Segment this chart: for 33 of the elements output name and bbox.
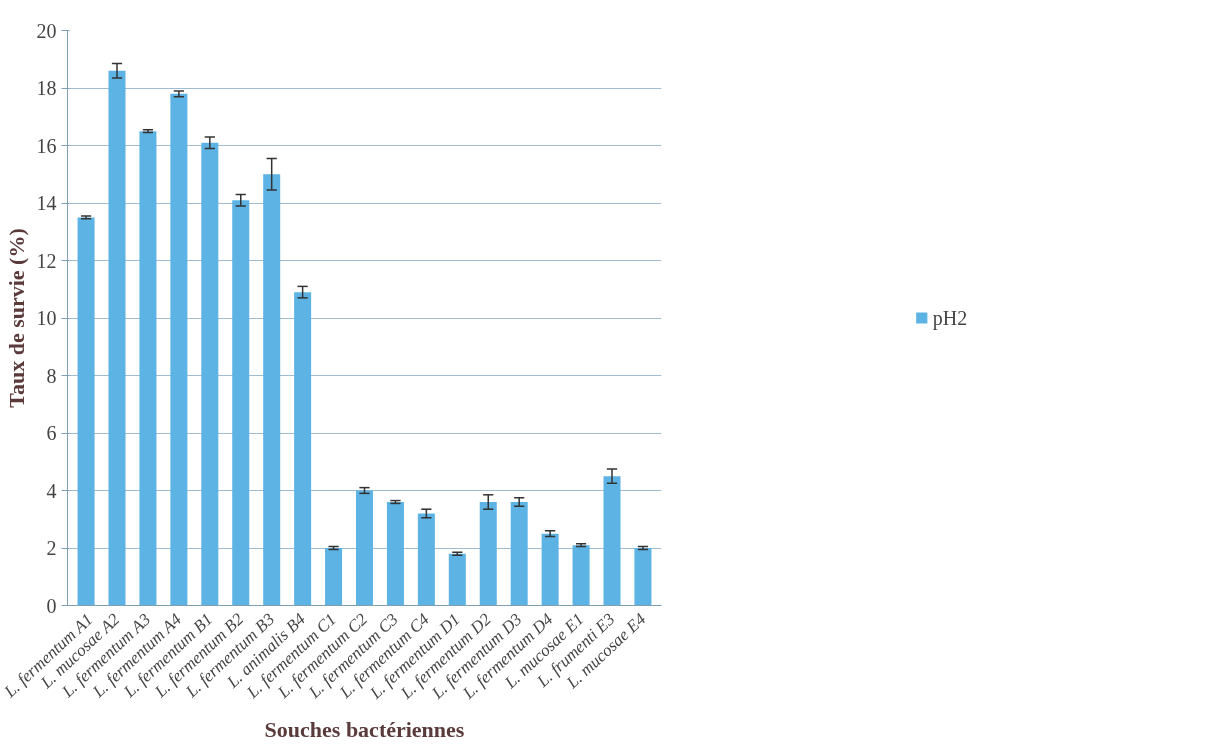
bar [448,553,466,606]
y-tick-label: 20 [36,19,57,42]
bar [263,174,281,606]
bar [139,131,157,606]
bar [572,545,590,606]
bar [634,548,652,606]
y-tick-label: 4 [46,479,57,502]
bar [294,292,312,606]
bar [603,476,621,606]
y-tick-label: 10 [36,307,57,329]
bar [417,513,435,606]
bar [170,93,188,606]
y-tick-label: 14 [36,192,57,214]
bar [108,70,126,606]
legend-label: pH2 [932,306,968,329]
y-axis-title: Taux de survie (%) [3,228,29,408]
y-tick-label: 0 [46,594,57,617]
y-tick-label: 6 [46,422,57,444]
bar [386,502,404,606]
y-tick-label: 12 [36,249,57,272]
bar [325,548,343,606]
bar [541,533,559,606]
bar [232,200,250,606]
y-tick-label: 18 [36,77,57,99]
x-axis-title: Souches bactériennes [264,717,465,743]
y-tick-label: 2 [46,537,57,559]
y-tick-label: 8 [46,364,57,387]
bar [479,502,497,606]
bar [77,217,95,606]
bar [510,502,528,606]
y-tick-label: 16 [36,134,57,157]
bar [355,490,374,606]
bar [201,142,219,606]
